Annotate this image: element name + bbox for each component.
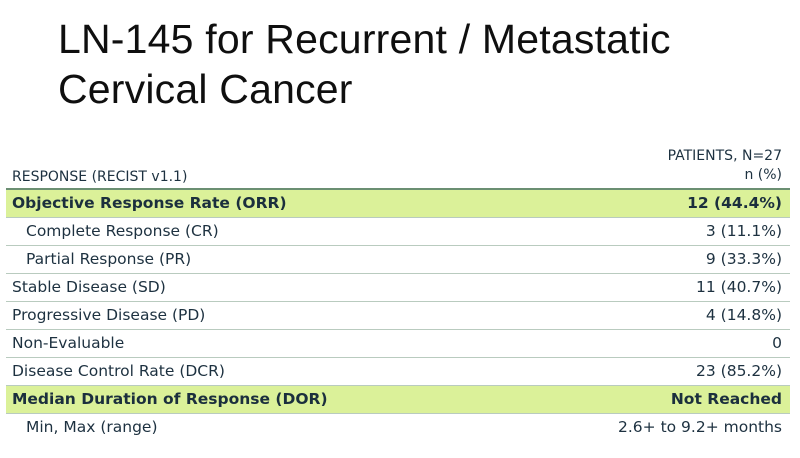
page-title: LN-145 for Recurrent / Metastatic Cervic…: [58, 14, 671, 114]
row-label: Partial Response (PR): [26, 250, 192, 268]
row-label: Stable Disease (SD): [12, 278, 166, 296]
table-row: Complete Response (CR) 3 (11.1%): [6, 218, 790, 246]
row-value: Not Reached: [670, 390, 782, 408]
table-header: RESPONSE (RECIST v1.1) PATIENTS, N=27 n …: [6, 142, 790, 190]
row-value: 4 (14.8%): [705, 306, 782, 324]
column-header-patients: PATIENTS, N=27 n (%): [668, 147, 782, 185]
row-label: Min, Max (range): [26, 418, 158, 436]
column-header-patients-line2: n (%): [744, 167, 782, 183]
table-row: Progressive Disease (PD) 4 (14.8%): [6, 302, 790, 330]
column-header-patients-line1: PATIENTS, N=27: [667, 148, 782, 164]
row-label: Objective Response Rate (ORR): [12, 194, 287, 212]
row-label: Disease Control Rate (DCR): [12, 362, 225, 380]
row-value: 0: [772, 334, 782, 352]
response-table: RESPONSE (RECIST v1.1) PATIENTS, N=27 n …: [6, 142, 790, 441]
title-line-1: LN-145 for Recurrent / Metastatic: [58, 16, 671, 62]
row-label: Progressive Disease (PD): [12, 306, 206, 324]
table-row: Objective Response Rate (ORR) 12 (44.4%): [6, 190, 790, 218]
table-row: Stable Disease (SD) 11 (40.7%): [6, 274, 790, 302]
row-value: 12 (44.4%): [687, 194, 782, 212]
row-value: 23 (85.2%): [696, 362, 782, 380]
row-value: 2.6+ to 9.2+ months: [618, 418, 782, 436]
row-label: Complete Response (CR): [26, 222, 219, 240]
row-value: 3 (11.1%): [705, 222, 782, 240]
row-label: Non-Evaluable: [12, 334, 125, 352]
table-body: Objective Response Rate (ORR) 12 (44.4%) C…: [6, 190, 790, 441]
table-row: Median Duration of Response (DOR) Not Rea…: [6, 386, 790, 414]
column-header-response: RESPONSE (RECIST v1.1): [12, 169, 188, 185]
table-row: Disease Control Rate (DCR) 23 (85.2%): [6, 358, 790, 386]
title-line-2: Cervical Cancer: [58, 66, 353, 112]
row-value: 9 (33.3%): [705, 250, 782, 268]
row-label: Median Duration of Response (DOR): [12, 390, 328, 408]
row-value: 11 (40.7%): [696, 278, 782, 296]
table-row: Non-Evaluable 0: [6, 330, 790, 358]
table-row: Partial Response (PR) 9 (33.3%): [6, 246, 790, 274]
table-row: Min, Max (range) 2.6+ to 9.2+ months: [6, 414, 790, 441]
